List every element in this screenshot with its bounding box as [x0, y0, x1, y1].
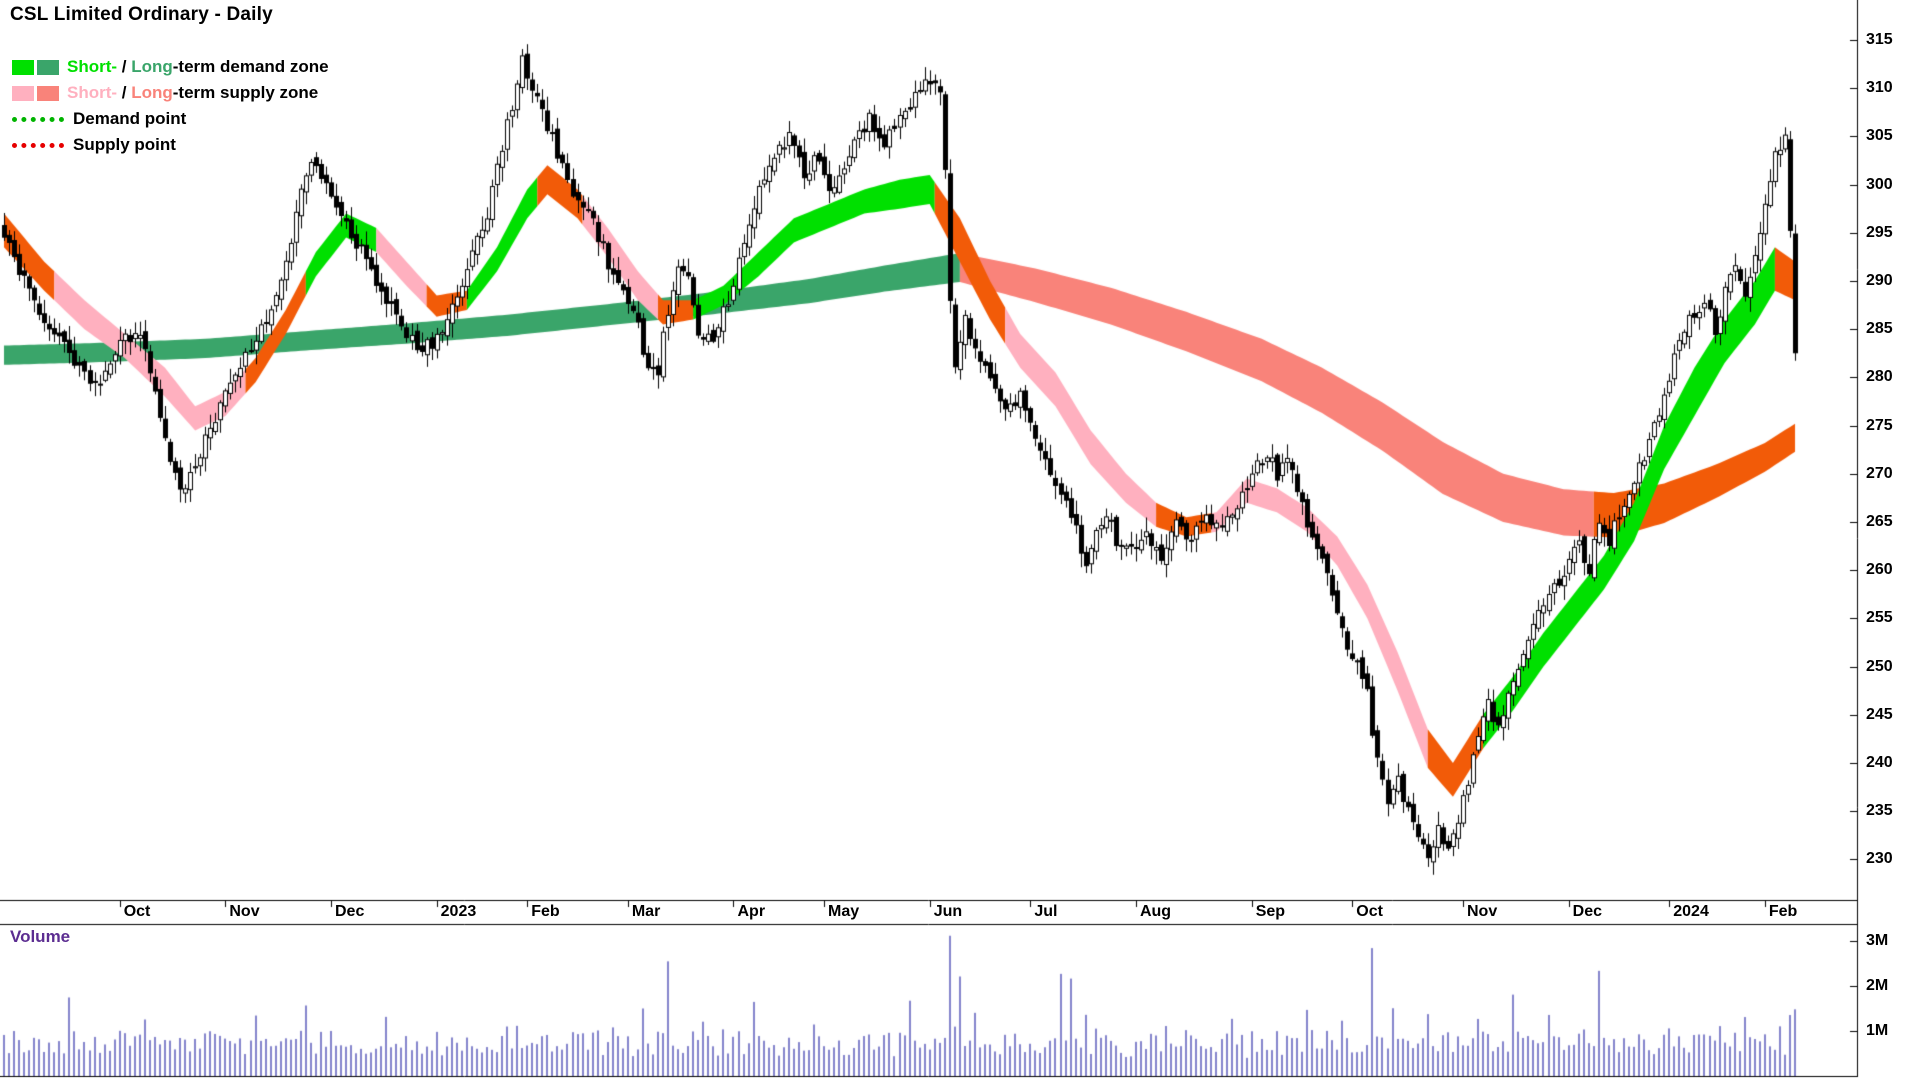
month-tick-label: 2023 [440, 903, 477, 920]
month-tick-label: Oct [1356, 903, 1383, 920]
price-tick-label: 270 [1866, 464, 1893, 482]
chart-title: CSL Limited Ordinary - Daily [10, 4, 273, 25]
month-tick-label: Nov [1466, 903, 1498, 920]
legend-demand-zone: Short- / Long -term demand zone [12, 54, 329, 80]
legend-supply-point-label: Supply point [73, 135, 176, 154]
legend-supply-short-label: Short- [67, 83, 118, 102]
month-tick-label: Mar [631, 903, 661, 920]
month-tick-label: Dec [1572, 903, 1602, 920]
price-tick-label: 275 [1866, 416, 1893, 434]
legend-supply-point: Supply point [12, 132, 329, 158]
volume-tick-label: 1M [1866, 1022, 1889, 1039]
price-tick-label: 295 [1866, 223, 1893, 241]
legend-supply-rest: -term supply zone [172, 83, 319, 102]
price-tick-label: 310 [1866, 79, 1893, 97]
month-tick-label: Oct [123, 903, 151, 920]
supply-point-line-icon [12, 142, 64, 148]
price-tick-label: 265 [1866, 513, 1893, 530]
legend-supply-long-label: Long [131, 83, 173, 102]
price-tick-label: 230 [1866, 850, 1893, 868]
price-tick-label: 250 [1866, 657, 1893, 675]
month-tick-label: Feb [531, 903, 560, 920]
price-tick-label: 255 [1866, 609, 1893, 627]
month-tick-label: Sep [1255, 903, 1286, 920]
price-tick-label: 245 [1866, 705, 1893, 723]
price-tick-label: 290 [1866, 272, 1893, 289]
legend: Short- / Long -term demand zone Short- / … [12, 54, 329, 158]
price-tick-label: 260 [1866, 561, 1893, 579]
legend-demand-sep: / [117, 57, 132, 76]
volume-tick-label: 3M [1866, 932, 1889, 949]
price-tick-label: 305 [1866, 127, 1893, 145]
month-tick-label: Jul [1034, 903, 1058, 920]
price-tick-label: 240 [1866, 754, 1893, 771]
month-tick-label: Aug [1139, 903, 1172, 920]
legend-demand-point: Demand point [12, 106, 329, 132]
price-tick-label: 315 [1866, 31, 1893, 48]
legend-demand-point-label: Demand point [73, 109, 187, 128]
short-supply-swatch [12, 85, 34, 101]
month-tick-label: Dec [335, 903, 365, 920]
price-tick-label: 280 [1866, 368, 1893, 386]
month-tick-label: 2024 [1673, 903, 1709, 920]
month-tick-label: Feb [1768, 903, 1798, 920]
legend-demand-short-label: Short- [67, 57, 118, 76]
month-tick-label: Apr [737, 903, 766, 920]
volume-label: Volume [10, 927, 71, 946]
price-tick-label: 285 [1866, 320, 1893, 338]
price-tick-label: 300 [1866, 175, 1893, 193]
legend-supply-sep: / [117, 83, 132, 102]
month-tick-label: Jun [933, 903, 963, 920]
legend-demand-rest: -term demand zone [172, 57, 329, 76]
legend-demand-long-label: Long [131, 57, 173, 76]
month-tick-label: May [828, 903, 860, 920]
demand-point-line-icon [12, 116, 64, 122]
short-demand-swatch [12, 59, 34, 75]
price-tick-label: 235 [1866, 802, 1893, 820]
legend-supply-zone: Short- / Long -term supply zone [12, 80, 329, 106]
month-tick-label: Nov [229, 903, 260, 920]
long-supply-swatch [37, 85, 59, 101]
volume-tick-label: 2M [1866, 977, 1889, 994]
long-demand-swatch [37, 59, 59, 75]
